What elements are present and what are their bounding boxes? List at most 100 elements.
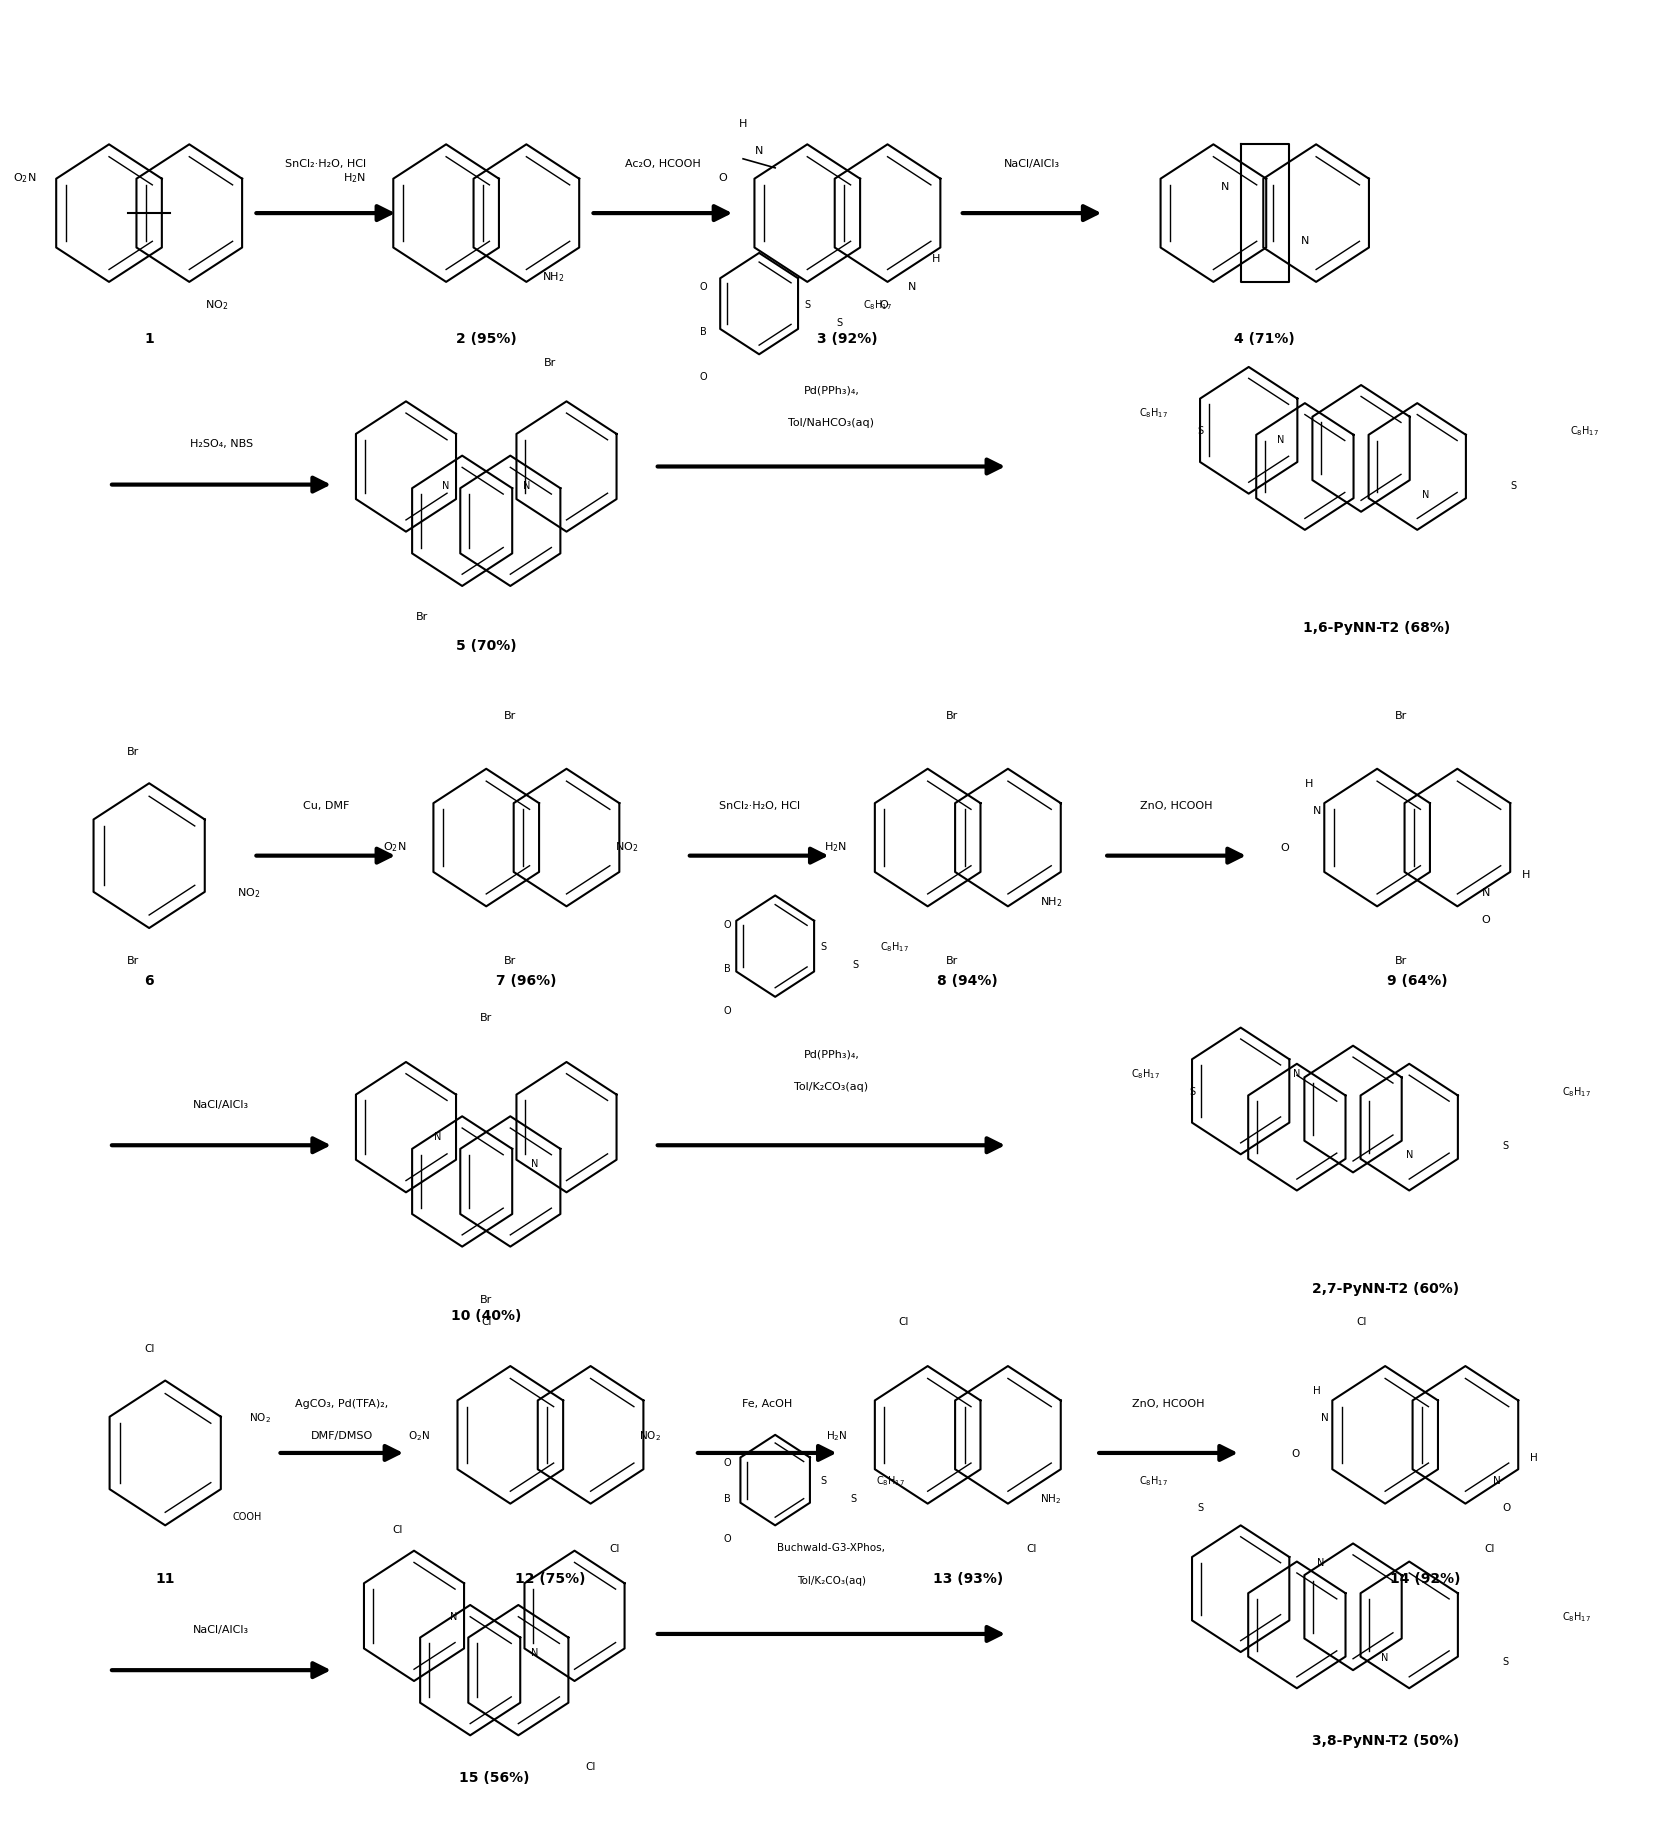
Text: S: S [1501, 1657, 1508, 1666]
Text: SnCl₂·H₂O, HCl: SnCl₂·H₂O, HCl [719, 802, 799, 811]
Text: N: N [1404, 1149, 1413, 1160]
Text: Cl: Cl [1483, 1543, 1494, 1554]
Text: N: N [443, 480, 449, 491]
Text: NaCl/AlCl₃: NaCl/AlCl₃ [193, 1100, 250, 1109]
Text: 3,8-PyNN-T2 (50%): 3,8-PyNN-T2 (50%) [1311, 1734, 1458, 1747]
Text: B: B [724, 1493, 730, 1504]
Text: H: H [930, 254, 938, 265]
Text: Tol/NaHCO₃(aq): Tol/NaHCO₃(aq) [787, 417, 874, 427]
Text: H: H [1313, 1385, 1320, 1394]
Text: 2,7-PyNN-T2 (60%): 2,7-PyNN-T2 (60%) [1311, 1282, 1458, 1295]
Text: NH$_2$: NH$_2$ [1040, 894, 1062, 908]
Text: N: N [1300, 235, 1308, 246]
Text: Tol/K₂CO₃(aq): Tol/K₂CO₃(aq) [797, 1576, 865, 1585]
Text: Cl: Cl [586, 1760, 596, 1771]
Text: Cu, DMF: Cu, DMF [303, 802, 349, 811]
Text: S: S [1501, 1140, 1508, 1151]
Text: O: O [722, 1456, 730, 1468]
Text: NO$_2$: NO$_2$ [639, 1429, 661, 1442]
Text: 5 (70%): 5 (70%) [456, 640, 516, 653]
Text: SnCl₂·H₂O, HCl: SnCl₂·H₂O, HCl [285, 158, 366, 169]
Text: H: H [1521, 870, 1529, 879]
Text: H$_2$N: H$_2$N [343, 171, 366, 184]
Text: Br: Br [416, 612, 428, 622]
Text: Cl: Cl [1354, 1317, 1366, 1326]
Text: N: N [754, 145, 762, 156]
Text: 2 (95%): 2 (95%) [456, 331, 516, 346]
Text: O$_2$N: O$_2$N [383, 840, 406, 853]
Text: H₂SO₄, NBS: H₂SO₄, NBS [190, 440, 253, 449]
Text: 12 (75%): 12 (75%) [514, 1571, 586, 1585]
Text: Fe, AcOH: Fe, AcOH [742, 1398, 792, 1409]
Text: N: N [531, 1159, 537, 1170]
Text: COOH: COOH [233, 1512, 261, 1521]
Text: ZnO, HCOOH: ZnO, HCOOH [1132, 1398, 1205, 1409]
Text: N: N [1293, 1068, 1300, 1078]
Text: NH$_2$: NH$_2$ [542, 270, 564, 285]
Text: ZnO, HCOOH: ZnO, HCOOH [1140, 802, 1211, 811]
Text: Cl: Cl [899, 1317, 909, 1326]
Text: Br: Br [945, 956, 957, 965]
Text: Br: Br [479, 1013, 493, 1022]
Text: N: N [451, 1611, 458, 1620]
Text: DMF/DMSO: DMF/DMSO [311, 1431, 373, 1440]
Text: 4 (71%): 4 (71%) [1233, 331, 1295, 346]
Text: NO$_2$: NO$_2$ [238, 885, 261, 899]
Text: S: S [1188, 1087, 1195, 1096]
Text: N: N [1381, 1653, 1388, 1662]
Text: C$_8$H$_{17}$: C$_8$H$_{17}$ [1569, 425, 1597, 438]
Text: Cl: Cl [609, 1543, 619, 1554]
Text: O: O [1501, 1502, 1509, 1512]
Text: O: O [722, 1534, 730, 1543]
Text: O$_2$N: O$_2$N [408, 1429, 429, 1442]
Text: 9 (64%): 9 (64%) [1386, 975, 1446, 988]
Text: S: S [1196, 1502, 1203, 1512]
Text: H$_2$N: H$_2$N [825, 1429, 847, 1442]
Text: O$_2$N: O$_2$N [13, 171, 37, 184]
Text: N: N [1220, 182, 1228, 191]
Text: Br: Br [504, 956, 516, 965]
Text: C$_8$H$_{17}$: C$_8$H$_{17}$ [879, 940, 909, 954]
Text: 14 (92%): 14 (92%) [1389, 1571, 1459, 1585]
Text: N: N [531, 1648, 537, 1657]
Text: C$_8$H$_{17}$: C$_8$H$_{17}$ [1561, 1609, 1589, 1622]
Text: 6: 6 [145, 975, 153, 988]
Text: Cl: Cl [143, 1344, 155, 1354]
Text: O: O [1291, 1447, 1300, 1458]
Text: 11: 11 [155, 1571, 175, 1585]
Text: C$_8$H$_{17}$: C$_8$H$_{17}$ [1130, 1067, 1160, 1079]
Text: C$_8$H$_{17}$: C$_8$H$_{17}$ [875, 1473, 905, 1488]
Text: 1,6-PyNN-T2 (68%): 1,6-PyNN-T2 (68%) [1303, 622, 1449, 634]
Text: H$_2$N: H$_2$N [824, 840, 847, 853]
Text: Br: Br [544, 359, 556, 368]
Text: S: S [1196, 427, 1203, 436]
Text: NO$_2$: NO$_2$ [614, 840, 637, 853]
Text: O: O [879, 300, 887, 309]
Text: S: S [850, 1493, 857, 1504]
Text: N: N [907, 281, 915, 291]
Text: C$_8$H$_{17}$: C$_8$H$_{17}$ [864, 298, 892, 311]
Text: N: N [1321, 1412, 1328, 1422]
Text: O: O [699, 371, 706, 383]
Text: 7 (96%): 7 (96%) [496, 975, 556, 988]
Text: O: O [717, 173, 727, 182]
Text: Cl: Cl [481, 1317, 491, 1326]
Text: S: S [820, 942, 825, 951]
Text: Br: Br [945, 710, 957, 721]
Text: Br: Br [126, 747, 140, 756]
Text: NO$_2$: NO$_2$ [205, 298, 228, 311]
Text: O: O [699, 281, 706, 291]
Text: Br: Br [126, 956, 140, 965]
Text: 15 (56%): 15 (56%) [459, 1769, 529, 1784]
Text: O: O [1280, 842, 1288, 851]
Text: NaCl/AlCl₃: NaCl/AlCl₃ [1003, 158, 1060, 169]
Text: N: N [1481, 888, 1489, 897]
Text: B: B [724, 964, 730, 973]
Text: S: S [835, 318, 842, 327]
Text: NaCl/AlCl₃: NaCl/AlCl₃ [193, 1624, 250, 1635]
Text: N: N [1311, 805, 1320, 817]
Text: 8 (94%): 8 (94%) [937, 975, 998, 988]
Text: Ac₂O, HCOOH: Ac₂O, HCOOH [624, 158, 701, 169]
Text: AgCO₃, Pd(TFA)₂,: AgCO₃, Pd(TFA)₂, [295, 1398, 388, 1409]
Text: Br: Br [1394, 710, 1406, 721]
